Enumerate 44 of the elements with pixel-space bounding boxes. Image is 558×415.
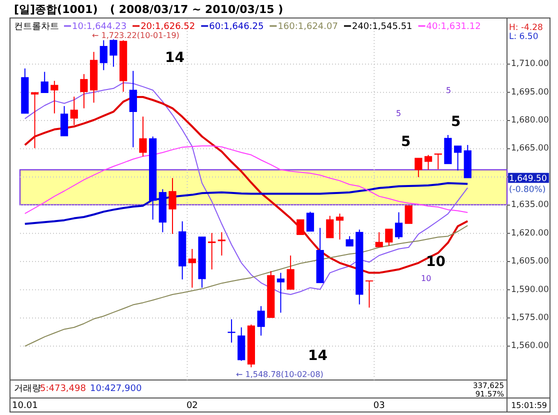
chart-subtitle: ( 2008/03/17 ~ 2010/03/15 ) [110,3,284,16]
y-tick-label: 1,710.00 [511,59,549,70]
legend-label: 240:1,545.51 [352,22,412,32]
legend-label: 40:1,631.12 [426,22,481,32]
legend-label: 10:1,644.23 [72,22,127,32]
line-series [24,82,468,295]
annotation: 14 [165,50,185,66]
text: 1,649.50 [509,174,547,184]
text: H: -4.28 [509,23,543,33]
y-tick-label: 1,560.00 [511,341,549,352]
annotation: ← 1,723.22(10-01-19) [92,31,180,40]
line-series [24,182,469,225]
annotation: 5 [396,109,402,118]
y-tick-label: 1,605.00 [511,256,549,267]
text: 15:01:59 [511,401,547,410]
annotation: 5 [401,134,411,150]
y-tick-label: 1,590.00 [511,284,549,295]
y-tick-label: 1,575.00 [511,312,549,323]
line-series [24,145,468,214]
annotation: 14 [308,348,328,364]
y-tick-label: 1,635.00 [511,200,549,210]
text: L: 6.50 [509,32,538,42]
y-tick-label: 1,665.00 [511,144,549,154]
legend-label: 60:1,646.25 [209,22,264,32]
annotation: 5 [446,86,452,95]
y-tick-label: 1,620.00 [511,228,549,238]
x-tick-label: 03 [373,401,385,411]
legend-title: 컨트롤차트 [14,22,59,32]
annotation: 5 [451,114,461,130]
legend-label: 160:1,624.07 [278,22,338,32]
chart-title: [일]종합(1001) [14,3,98,16]
annotation: 10 [426,254,446,270]
text: 거래량 [14,384,41,394]
y-tick-label: 1,695.00 [511,87,549,98]
x-tick-label: 02 [186,401,198,411]
text: 5:473,498 [40,384,86,394]
text: 10:427,900 [90,384,142,394]
text: (-0.80%) [509,184,546,195]
line-series [24,225,468,347]
annotation: 10 [421,274,432,283]
annotation: ← 1,548.78(10-02-08) [236,370,324,379]
legend-label: 20:1,626.52 [140,22,196,32]
y-tick-label: 1,680.00 [511,116,549,126]
x-tick-label: 10.01 [12,401,38,411]
